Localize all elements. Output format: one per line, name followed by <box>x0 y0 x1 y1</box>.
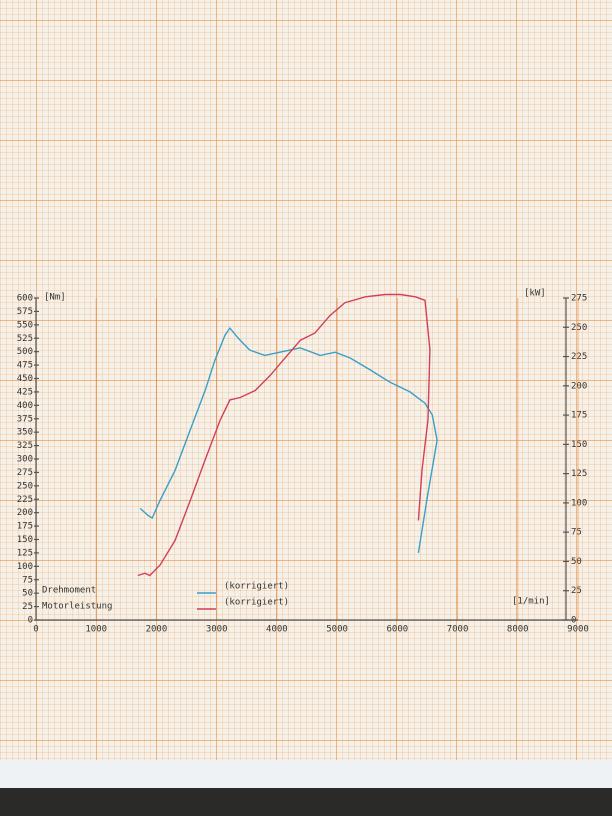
paper-edge <box>0 760 612 788</box>
y-tick-label: 450 <box>17 374 33 384</box>
legend-label: Motorleistung <box>42 602 112 612</box>
y-tick-label: 575 <box>17 307 33 317</box>
y-tick-label: 425 <box>17 387 33 397</box>
y-tick-label: 350 <box>17 428 33 438</box>
x-tick-label: 0 <box>33 625 38 635</box>
x-tick-label: 4000 <box>266 625 288 635</box>
y-tick-label: 325 <box>17 441 33 451</box>
y-tick-label: 225 <box>17 495 33 505</box>
x-tick-label: 9000 <box>567 625 589 635</box>
y-tick-label: 50 <box>22 589 33 599</box>
legend-label: Drehmoment <box>42 586 96 596</box>
table-surface <box>0 788 612 816</box>
x-axis-label: [1/min] <box>512 597 550 607</box>
y-tick-label: 250 <box>17 481 33 491</box>
y-tick-label: 400 <box>17 401 33 411</box>
y-tick-label: 475 <box>17 361 33 371</box>
y2-tick-label: 125 <box>571 469 587 479</box>
x-tick-label: 8000 <box>507 625 529 635</box>
y2-tick-label: 50 <box>571 557 582 567</box>
series-line <box>137 293 431 577</box>
x-tick-label: 5000 <box>326 625 348 635</box>
y2-tick-label: 225 <box>571 352 587 362</box>
legend-qualifier: (korrigiert) <box>224 598 289 608</box>
x-tick-label: 6000 <box>386 625 408 635</box>
y-tick-label: 300 <box>17 455 33 465</box>
y-tick-label: 375 <box>17 414 33 424</box>
y-tick-label: 500 <box>17 347 33 357</box>
y2-tick-label: 150 <box>571 440 587 450</box>
y2-tick-label: 200 <box>571 381 587 391</box>
y2-tick-label: 275 <box>571 294 587 304</box>
y-tick-label: 75 <box>22 575 33 585</box>
y-tick-label: 0 <box>28 616 33 626</box>
y-tick-label: 100 <box>17 562 33 572</box>
graph-paper <box>0 0 612 760</box>
x-tick-label: 7000 <box>447 625 469 635</box>
y-tick-label: 600 <box>17 294 33 304</box>
y2-tick-label: 250 <box>571 323 587 333</box>
y-tick-label: 525 <box>17 334 33 344</box>
y-tick-label: 125 <box>17 548 33 558</box>
y-tick-label: 25 <box>22 602 33 612</box>
y2-tick-label: 175 <box>571 411 587 421</box>
y-tick-label: 275 <box>17 468 33 478</box>
y-tick-label: 200 <box>17 508 33 518</box>
legend-qualifier: (korrigiert) <box>224 582 289 592</box>
x-tick-label: 3000 <box>206 625 228 635</box>
y-tick-label: 550 <box>17 320 33 330</box>
y2-tick-label: 75 <box>571 528 582 538</box>
series-line <box>139 326 438 554</box>
y2-axis-label: [kW] <box>524 289 546 299</box>
y2-tick-label: 25 <box>571 586 582 596</box>
y-tick-label: 175 <box>17 522 33 532</box>
x-tick-label: 1000 <box>85 625 107 635</box>
x-tick-label: 2000 <box>146 625 168 635</box>
y-axis-label: [Nm] <box>44 293 66 303</box>
y2-tick-label: 100 <box>571 498 587 508</box>
y-tick-label: 150 <box>17 535 33 545</box>
